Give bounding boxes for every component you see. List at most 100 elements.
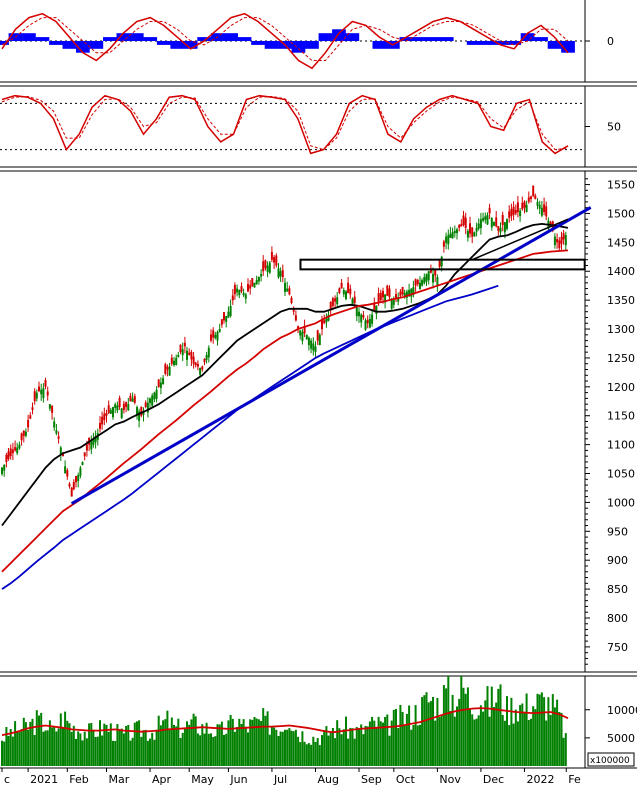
volume-bar	[94, 737, 97, 766]
candle-body	[203, 359, 206, 363]
volume-bar	[358, 729, 360, 766]
volume-bar	[560, 712, 563, 766]
macd-histogram-bar	[426, 37, 441, 41]
volume-bar	[162, 720, 165, 766]
candle-body	[523, 201, 526, 208]
candle-body	[179, 344, 182, 353]
macd-histogram-bar	[466, 41, 481, 45]
volume-bar	[62, 727, 64, 766]
volume-bar	[466, 687, 469, 766]
candle-body	[434, 269, 437, 276]
volume-bar	[218, 724, 221, 766]
uptrend-line	[70, 206, 592, 505]
price-y-tick-label: 1450	[607, 236, 635, 249]
volume-bar	[453, 716, 456, 766]
candle-body	[279, 271, 282, 277]
macd-histogram-bar	[35, 37, 50, 41]
volume-bar	[349, 727, 352, 766]
candle-body	[516, 202, 519, 213]
volume-bar	[238, 718, 241, 766]
macd-histogram-bar	[507, 41, 521, 45]
price-y-tick-label: 950	[607, 525, 628, 538]
x-tick-label: c	[4, 773, 10, 786]
price-y-tick-label: 900	[607, 554, 628, 567]
candle-body	[173, 360, 175, 366]
candle-body	[349, 288, 352, 295]
volume-bar	[338, 728, 341, 766]
candle-body	[201, 366, 204, 370]
candle-body	[1, 467, 3, 474]
volume-bar	[512, 723, 515, 766]
volume-bar	[399, 705, 402, 766]
candle-body	[72, 482, 75, 490]
candle-body	[264, 260, 267, 269]
volume-bar	[440, 716, 443, 766]
candle-body	[292, 308, 295, 312]
candle-body	[477, 223, 480, 229]
candle-body	[273, 257, 276, 263]
volume-bar	[360, 724, 363, 766]
candle-body	[456, 229, 458, 234]
candle-body	[66, 470, 69, 477]
candle-body	[157, 379, 160, 387]
candle-body	[218, 329, 221, 333]
candle-body	[464, 217, 467, 228]
x-axis: c 2021 Feb Mar Apr May Jun Jul Aug Sep Oct Nov Dec 20…	[1, 768, 581, 786]
candle-body	[118, 398, 121, 407]
volume-bar	[273, 727, 276, 766]
volume-bar	[229, 715, 232, 766]
candle-body	[290, 297, 293, 303]
volume-bar	[382, 722, 384, 766]
price-y-tick-label: 1200	[607, 381, 635, 394]
candle-body	[364, 320, 367, 330]
candle-body	[38, 386, 40, 392]
price-y-tick-label: 800	[607, 612, 628, 625]
stochastic-panel: 50	[0, 85, 637, 168]
volume-bar	[196, 733, 199, 766]
candle-body	[107, 405, 110, 413]
volume-bar	[362, 734, 365, 766]
volume-bar	[35, 710, 38, 766]
volume-bar	[207, 733, 210, 766]
candle-body	[460, 224, 463, 227]
candle-body	[501, 214, 504, 225]
candle-body	[231, 295, 234, 301]
macd-histogram-bar	[49, 41, 63, 45]
candle-body	[144, 402, 147, 407]
volume-bar	[499, 684, 502, 766]
volume-bar	[371, 716, 374, 766]
volume-bar	[462, 687, 465, 766]
volume-bar	[77, 731, 80, 766]
volume-bar	[159, 725, 162, 766]
volume-bar	[40, 712, 43, 766]
candle-body	[473, 232, 476, 237]
candle-body	[532, 185, 535, 197]
volume-bar	[59, 713, 62, 766]
candle-body	[371, 314, 374, 324]
candle-body	[519, 210, 522, 217]
volume-bar	[11, 736, 14, 766]
candle-body	[120, 408, 123, 418]
volume-bar	[353, 738, 356, 766]
candle-body	[534, 195, 537, 199]
candle-body	[286, 288, 289, 292]
volume-bar	[253, 717, 256, 766]
candle-body	[368, 318, 371, 328]
volume-bar	[166, 710, 169, 766]
candle-body	[545, 206, 548, 217]
candle-body	[196, 363, 199, 367]
volume-bar	[340, 734, 343, 766]
volume-bar	[138, 720, 141, 766]
volume-bar	[118, 730, 121, 766]
candle-body	[29, 415, 32, 419]
volume-bar	[220, 721, 223, 766]
volume-bar	[72, 725, 75, 766]
volume-bar	[81, 740, 84, 766]
volume-bar	[375, 728, 378, 766]
volume-bar	[460, 676, 463, 766]
macd-histogram-bar	[372, 41, 387, 49]
candle-body	[560, 236, 563, 244]
candle-body	[401, 287, 404, 295]
volume-bar	[157, 715, 160, 766]
